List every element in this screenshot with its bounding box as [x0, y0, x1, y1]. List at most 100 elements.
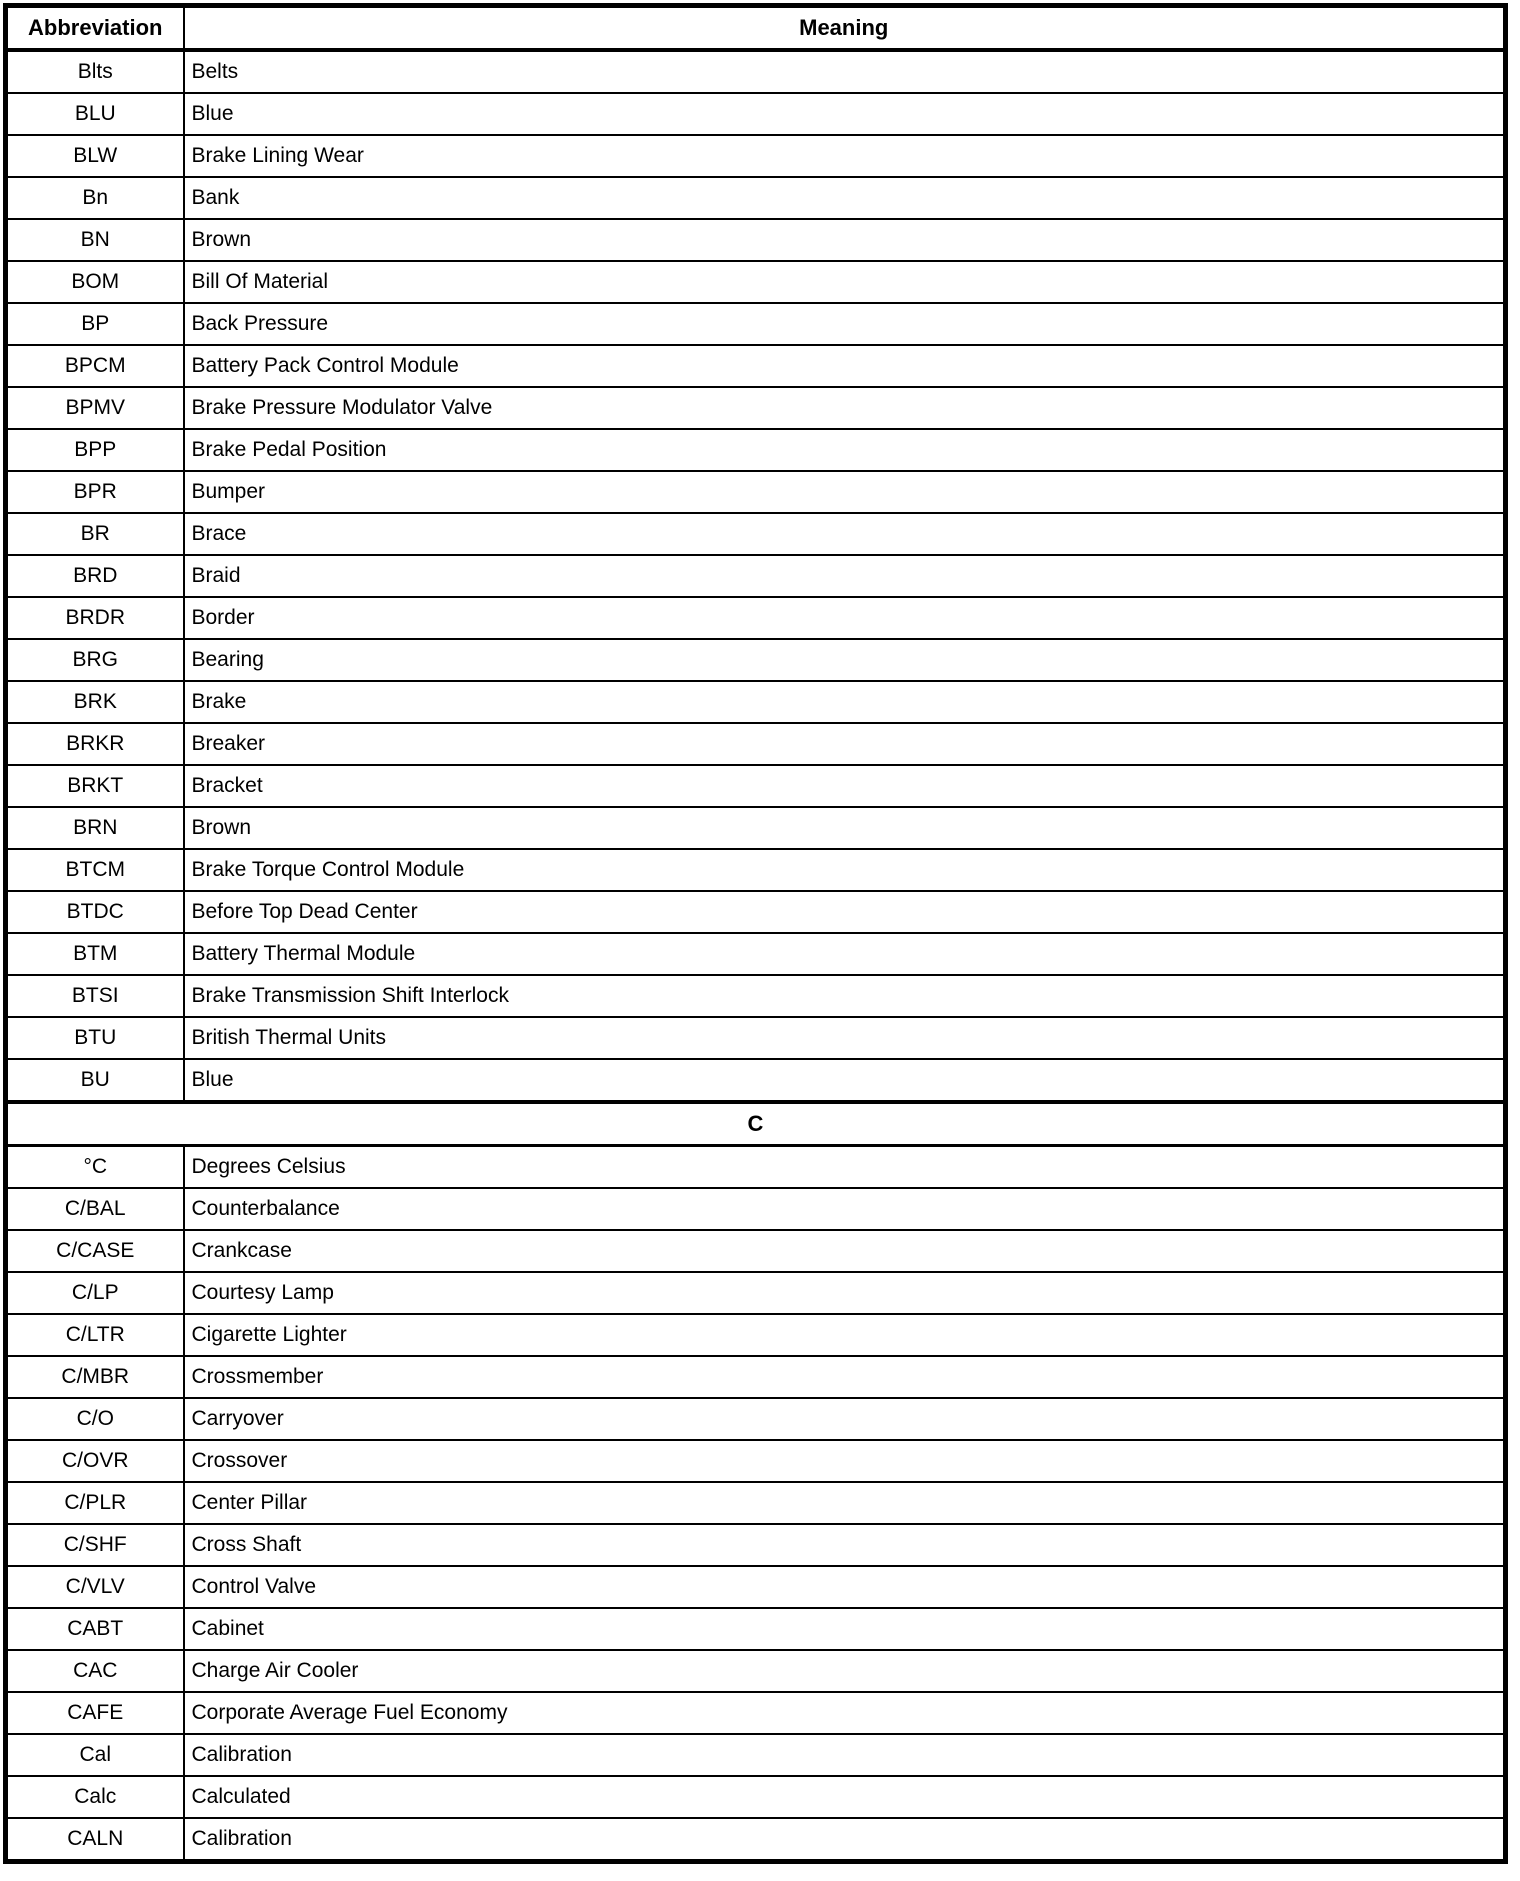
table-row: Calc Calculated	[4, 1775, 1507, 1819]
meaning-cell: Blue	[182, 92, 1507, 136]
meaning-cell: Control Valve	[182, 1565, 1507, 1609]
table-row: BRKR Breaker	[4, 722, 1507, 766]
meaning-cell: Center Pillar	[182, 1481, 1507, 1525]
abbreviation-cell: BRDR	[4, 596, 185, 640]
abbreviation-cell: BOM	[4, 260, 185, 304]
abbreviation-cell: Calc	[4, 1775, 185, 1819]
abbreviation-cell: C/CASE	[4, 1229, 185, 1273]
meaning-cell: Crankcase	[182, 1229, 1507, 1273]
meaning-cell: Brown	[182, 218, 1507, 262]
meaning-cell: Calibration	[182, 1733, 1507, 1777]
abbreviation-cell: BPR	[4, 470, 185, 514]
meaning-cell: Corporate Average Fuel Economy	[182, 1691, 1507, 1735]
meaning-cell: Counterbalance	[182, 1187, 1507, 1231]
table-row: °C Degrees Celsius	[4, 1144, 1507, 1189]
meaning-cell: Brake Torque Control Module	[182, 848, 1507, 892]
table-row: CABT Cabinet	[4, 1607, 1507, 1651]
table-row: CAFE Corporate Average Fuel Economy	[4, 1691, 1507, 1735]
meaning-cell: Crossmember	[182, 1355, 1507, 1399]
table-row: Blts Belts	[4, 49, 1507, 94]
table-body: Blts Belts BLU Blue BLW Brake Lining Wear Bn Ba…	[4, 49, 1507, 1863]
abbreviation-cell: C/PLR	[4, 1481, 185, 1525]
meaning-cell: Breaker	[182, 722, 1507, 766]
meaning-cell: Brake Lining Wear	[182, 134, 1507, 178]
meaning-cell: Cross Shaft	[182, 1523, 1507, 1567]
meaning-cell: Charge Air Cooler	[182, 1649, 1507, 1693]
meaning-cell: Brace	[182, 512, 1507, 556]
table-row: C/MBR Crossmember	[4, 1355, 1507, 1399]
abbreviation-cell: C/LTR	[4, 1313, 185, 1357]
meaning-cell: Bill Of Material	[182, 260, 1507, 304]
meaning-cell: Calibration	[182, 1817, 1507, 1863]
abbreviation-cell: BU	[4, 1058, 185, 1103]
abbreviation-cell: BP	[4, 302, 185, 346]
table-row: BLU Blue	[4, 92, 1507, 136]
abbreviation-column-header: Abbreviation	[4, 4, 185, 52]
abbreviation-cell: BRG	[4, 638, 185, 682]
table-row: BRDR Border	[4, 596, 1507, 640]
abbreviation-cell: BLU	[4, 92, 185, 136]
meaning-cell: Border	[182, 596, 1507, 640]
abbreviation-cell: Cal	[4, 1733, 185, 1777]
table-row: CALN Calibration	[4, 1817, 1507, 1863]
abbreviation-cell: °C	[4, 1144, 185, 1189]
meaning-cell: British Thermal Units	[182, 1016, 1507, 1060]
meaning-column-header: Meaning	[182, 4, 1507, 52]
meaning-cell: Battery Thermal Module	[182, 932, 1507, 976]
abbreviation-cell: BTDC	[4, 890, 185, 934]
meaning-cell: Bearing	[182, 638, 1507, 682]
meaning-cell: Carryover	[182, 1397, 1507, 1441]
table-row: BLW Brake Lining Wear	[4, 134, 1507, 178]
table-row: BTU British Thermal Units	[4, 1016, 1507, 1060]
table-row: CAC Charge Air Cooler	[4, 1649, 1507, 1693]
meaning-cell: Cigarette Lighter	[182, 1313, 1507, 1357]
abbreviation-cell: BRD	[4, 554, 185, 598]
meaning-cell: Bumper	[182, 470, 1507, 514]
abbreviation-cell: C/LP	[4, 1271, 185, 1315]
meaning-cell: Brown	[182, 806, 1507, 850]
table-row: BRK Brake	[4, 680, 1507, 724]
meaning-cell: Blue	[182, 1058, 1507, 1103]
table-row: BRD Braid	[4, 554, 1507, 598]
table-row: BP Back Pressure	[4, 302, 1507, 346]
meaning-cell: Degrees Celsius	[182, 1144, 1507, 1189]
abbreviation-cell: BRN	[4, 806, 185, 850]
meaning-cell: Courtesy Lamp	[182, 1271, 1507, 1315]
table-row: C/CASE Crankcase	[4, 1229, 1507, 1273]
abbreviation-cell: BN	[4, 218, 185, 262]
header-row: Abbreviation Meaning	[4, 4, 1507, 52]
table-row: BPR Bumper	[4, 470, 1507, 514]
abbreviation-cell: BR	[4, 512, 185, 556]
table-row: C/PLR Center Pillar	[4, 1481, 1507, 1525]
table-row: BRKT Bracket	[4, 764, 1507, 808]
table-row: C/SHF Cross Shaft	[4, 1523, 1507, 1567]
table-row: BTDC Before Top Dead Center	[4, 890, 1507, 934]
table-row: BOM Bill Of Material	[4, 260, 1507, 304]
abbreviation-cell: CALN	[4, 1817, 185, 1863]
abbreviation-cell: C/BAL	[4, 1187, 185, 1231]
abbreviation-cell: BTU	[4, 1016, 185, 1060]
abbreviation-cell: Blts	[4, 49, 185, 94]
meaning-cell: Braid	[182, 554, 1507, 598]
table-row: BPP Brake Pedal Position	[4, 428, 1507, 472]
table-row: BTM Battery Thermal Module	[4, 932, 1507, 976]
abbreviation-cell: C/OVR	[4, 1439, 185, 1483]
table-row: C/LTR Cigarette Lighter	[4, 1313, 1507, 1357]
table-row: C/O Carryover	[4, 1397, 1507, 1441]
table-row: BN Brown	[4, 218, 1507, 262]
abbreviation-cell: BPMV	[4, 386, 185, 430]
meaning-cell: Brake Pedal Position	[182, 428, 1507, 472]
abbreviation-cell: C/O	[4, 1397, 185, 1441]
meaning-cell: Brake Pressure Modulator Valve	[182, 386, 1507, 430]
section-header-row: C	[4, 1100, 1507, 1147]
meaning-cell: Bracket	[182, 764, 1507, 808]
abbreviation-cell: BRKR	[4, 722, 185, 766]
abbreviation-cell: BRKT	[4, 764, 185, 808]
meaning-cell: Before Top Dead Center	[182, 890, 1507, 934]
abbreviation-cell: C/MBR	[4, 1355, 185, 1399]
table-row: BR Brace	[4, 512, 1507, 556]
table-row: BTSI Brake Transmission Shift Interlock	[4, 974, 1507, 1018]
meaning-cell: Crossover	[182, 1439, 1507, 1483]
table-row: Bn Bank	[4, 176, 1507, 220]
meaning-cell: Brake	[182, 680, 1507, 724]
